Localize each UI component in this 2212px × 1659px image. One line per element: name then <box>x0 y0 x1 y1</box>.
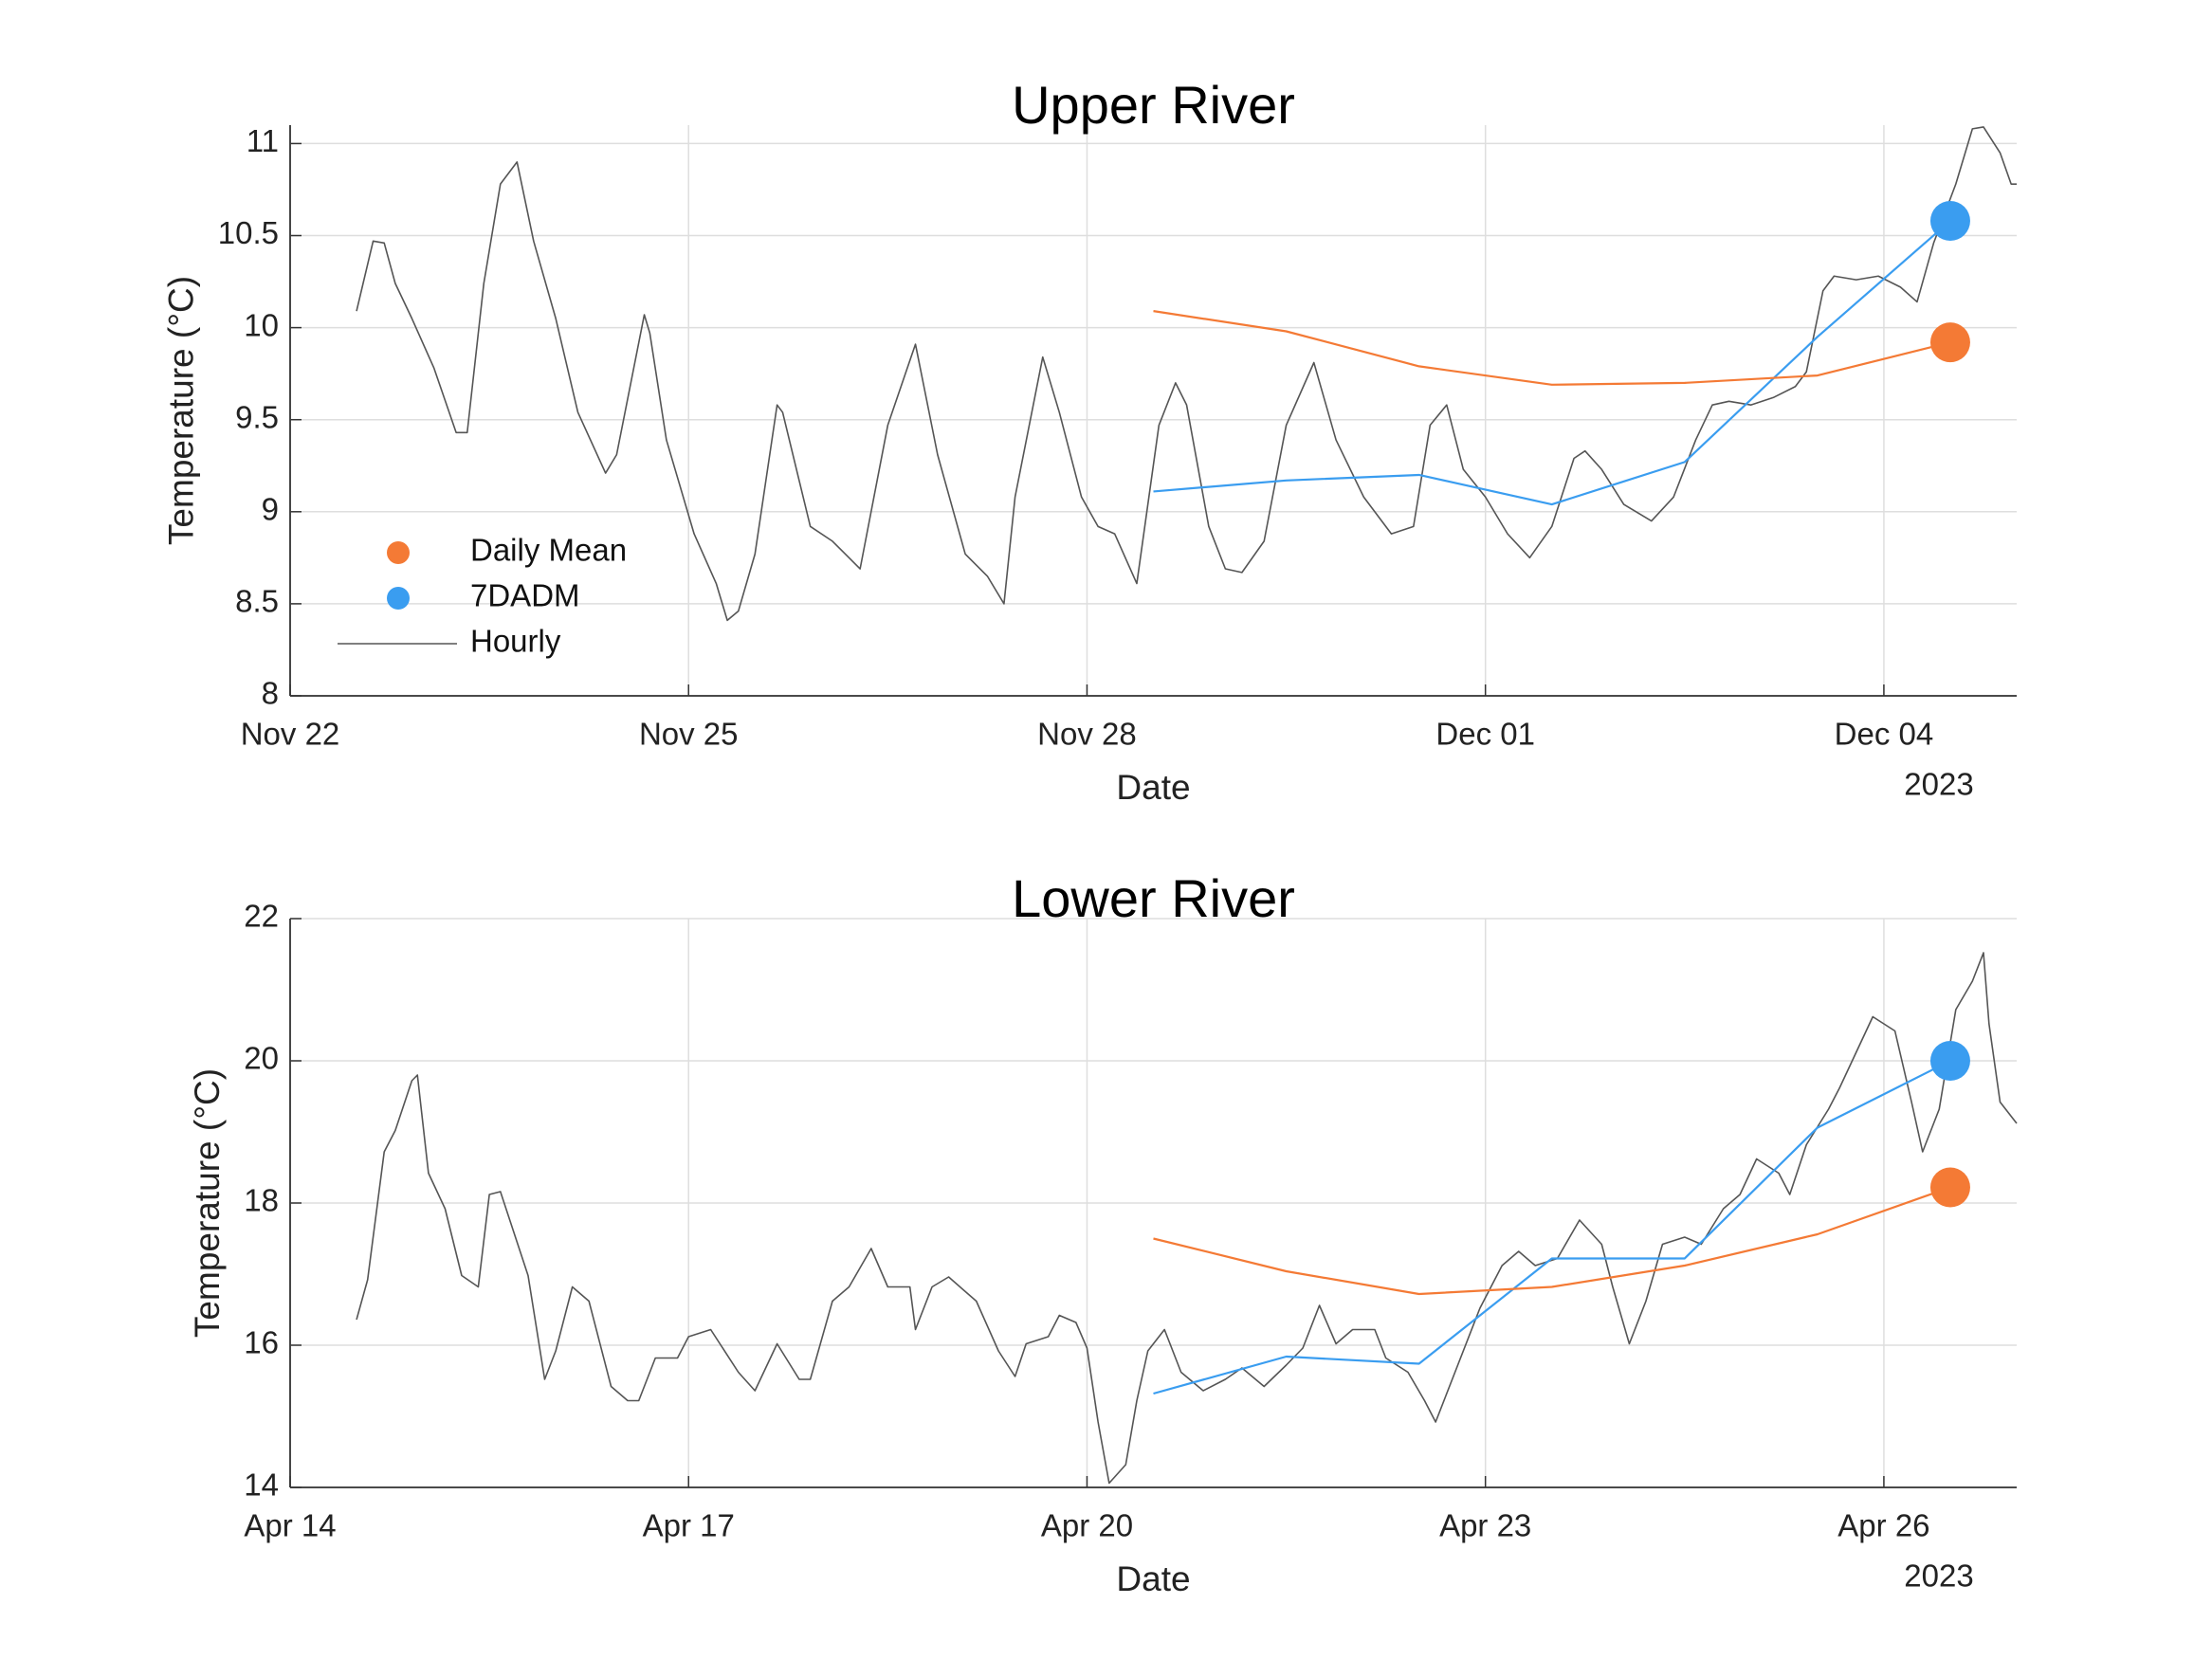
x-tick-label: Apr 14 <box>244 1508 336 1543</box>
x-axis-label: Date <box>1116 768 1190 807</box>
y-axis-label: Temperature (°C) <box>162 276 201 545</box>
y-tick-label: 10 <box>244 307 279 342</box>
series-line <box>1153 310 1951 386</box>
x-tick-label: Dec 01 <box>1435 717 1535 752</box>
legend-label: 7DADM <box>470 578 580 613</box>
y-tick-label: 20 <box>244 1041 279 1076</box>
end-marker <box>1929 1167 1970 1208</box>
y-tick-label: 22 <box>244 899 279 934</box>
x-tick-label: Apr 20 <box>1041 1508 1133 1543</box>
y-axis-label: Temperature (°C) <box>188 1068 227 1338</box>
y-tick-label: 8 <box>262 676 279 711</box>
legend-label: Daily Mean <box>470 533 627 568</box>
series-line <box>1153 1060 1951 1395</box>
end-marker <box>1929 322 1970 363</box>
y-tick-label: 16 <box>244 1325 279 1360</box>
y-tick-label: 18 <box>244 1183 279 1218</box>
x-axis-label: Date <box>1116 1559 1190 1598</box>
x-axis-year: 2023 <box>1904 767 1973 802</box>
y-tick-label: 9.5 <box>235 399 279 434</box>
series-line <box>1153 1186 1951 1296</box>
subplot: 8 8.5 9 9.5 10 10.5 11 Nov 22 Nov 25 Nov 28 Dec 01… <box>162 75 2017 807</box>
x-tick-label: Dec 04 <box>1835 717 1934 752</box>
subplot: 14 16 18 20 22 Apr 14 Apr 17 Apr 20 Apr 23 Apr 26… <box>188 868 2018 1598</box>
end-marker <box>1929 200 1970 241</box>
legend-marker <box>387 541 410 564</box>
x-tick-label: Apr 17 <box>643 1508 735 1543</box>
y-tick-label: 11 <box>247 123 279 158</box>
legend-marker <box>387 587 410 610</box>
chart-title: Lower River <box>1012 868 1295 928</box>
y-tick-label: 8.5 <box>235 584 279 619</box>
chart-title: Upper River <box>1012 75 1295 135</box>
x-tick-label: Nov 28 <box>1037 717 1137 752</box>
end-marker <box>1929 1041 1970 1081</box>
x-axis-year: 2023 <box>1904 1559 1973 1594</box>
y-tick-label: 10.5 <box>218 215 279 250</box>
x-tick-label: Nov 25 <box>639 717 739 752</box>
legend-label: Hourly <box>470 624 561 659</box>
x-tick-label: Apr 26 <box>1837 1508 1929 1543</box>
series-line <box>356 952 2018 1485</box>
series-line <box>1153 220 1951 506</box>
x-tick-label: Apr 23 <box>1439 1508 1531 1543</box>
series-line <box>356 126 2017 622</box>
x-tick-label: Nov 22 <box>241 717 340 752</box>
y-tick-label: 9 <box>262 492 279 527</box>
y-tick-label: 14 <box>244 1468 279 1503</box>
